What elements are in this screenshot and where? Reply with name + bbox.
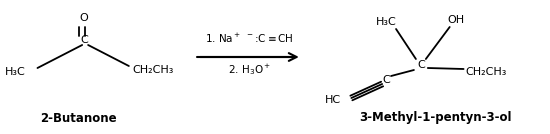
Text: 1. Na$^+$ $^-$:C$\equiv$CH: 1. Na$^+$ $^-$:C$\equiv$CH <box>205 31 293 44</box>
Text: H₃C: H₃C <box>5 67 25 77</box>
Text: 2-Butanone: 2-Butanone <box>40 111 117 124</box>
Text: H₃C: H₃C <box>376 17 397 27</box>
Text: 2. H$_3$O$^+$: 2. H$_3$O$^+$ <box>228 63 271 77</box>
Text: 3-Methyl-1-pentyn-3-ol: 3-Methyl-1-pentyn-3-ol <box>360 111 512 124</box>
Text: O: O <box>80 13 89 23</box>
Text: CH₂CH₃: CH₂CH₃ <box>465 67 507 77</box>
Text: C: C <box>417 60 425 70</box>
Text: OH: OH <box>447 15 464 25</box>
Text: C: C <box>382 75 390 85</box>
Text: C: C <box>80 35 88 45</box>
Text: CH₂CH₃: CH₂CH₃ <box>133 65 174 75</box>
Text: HC: HC <box>325 95 342 105</box>
